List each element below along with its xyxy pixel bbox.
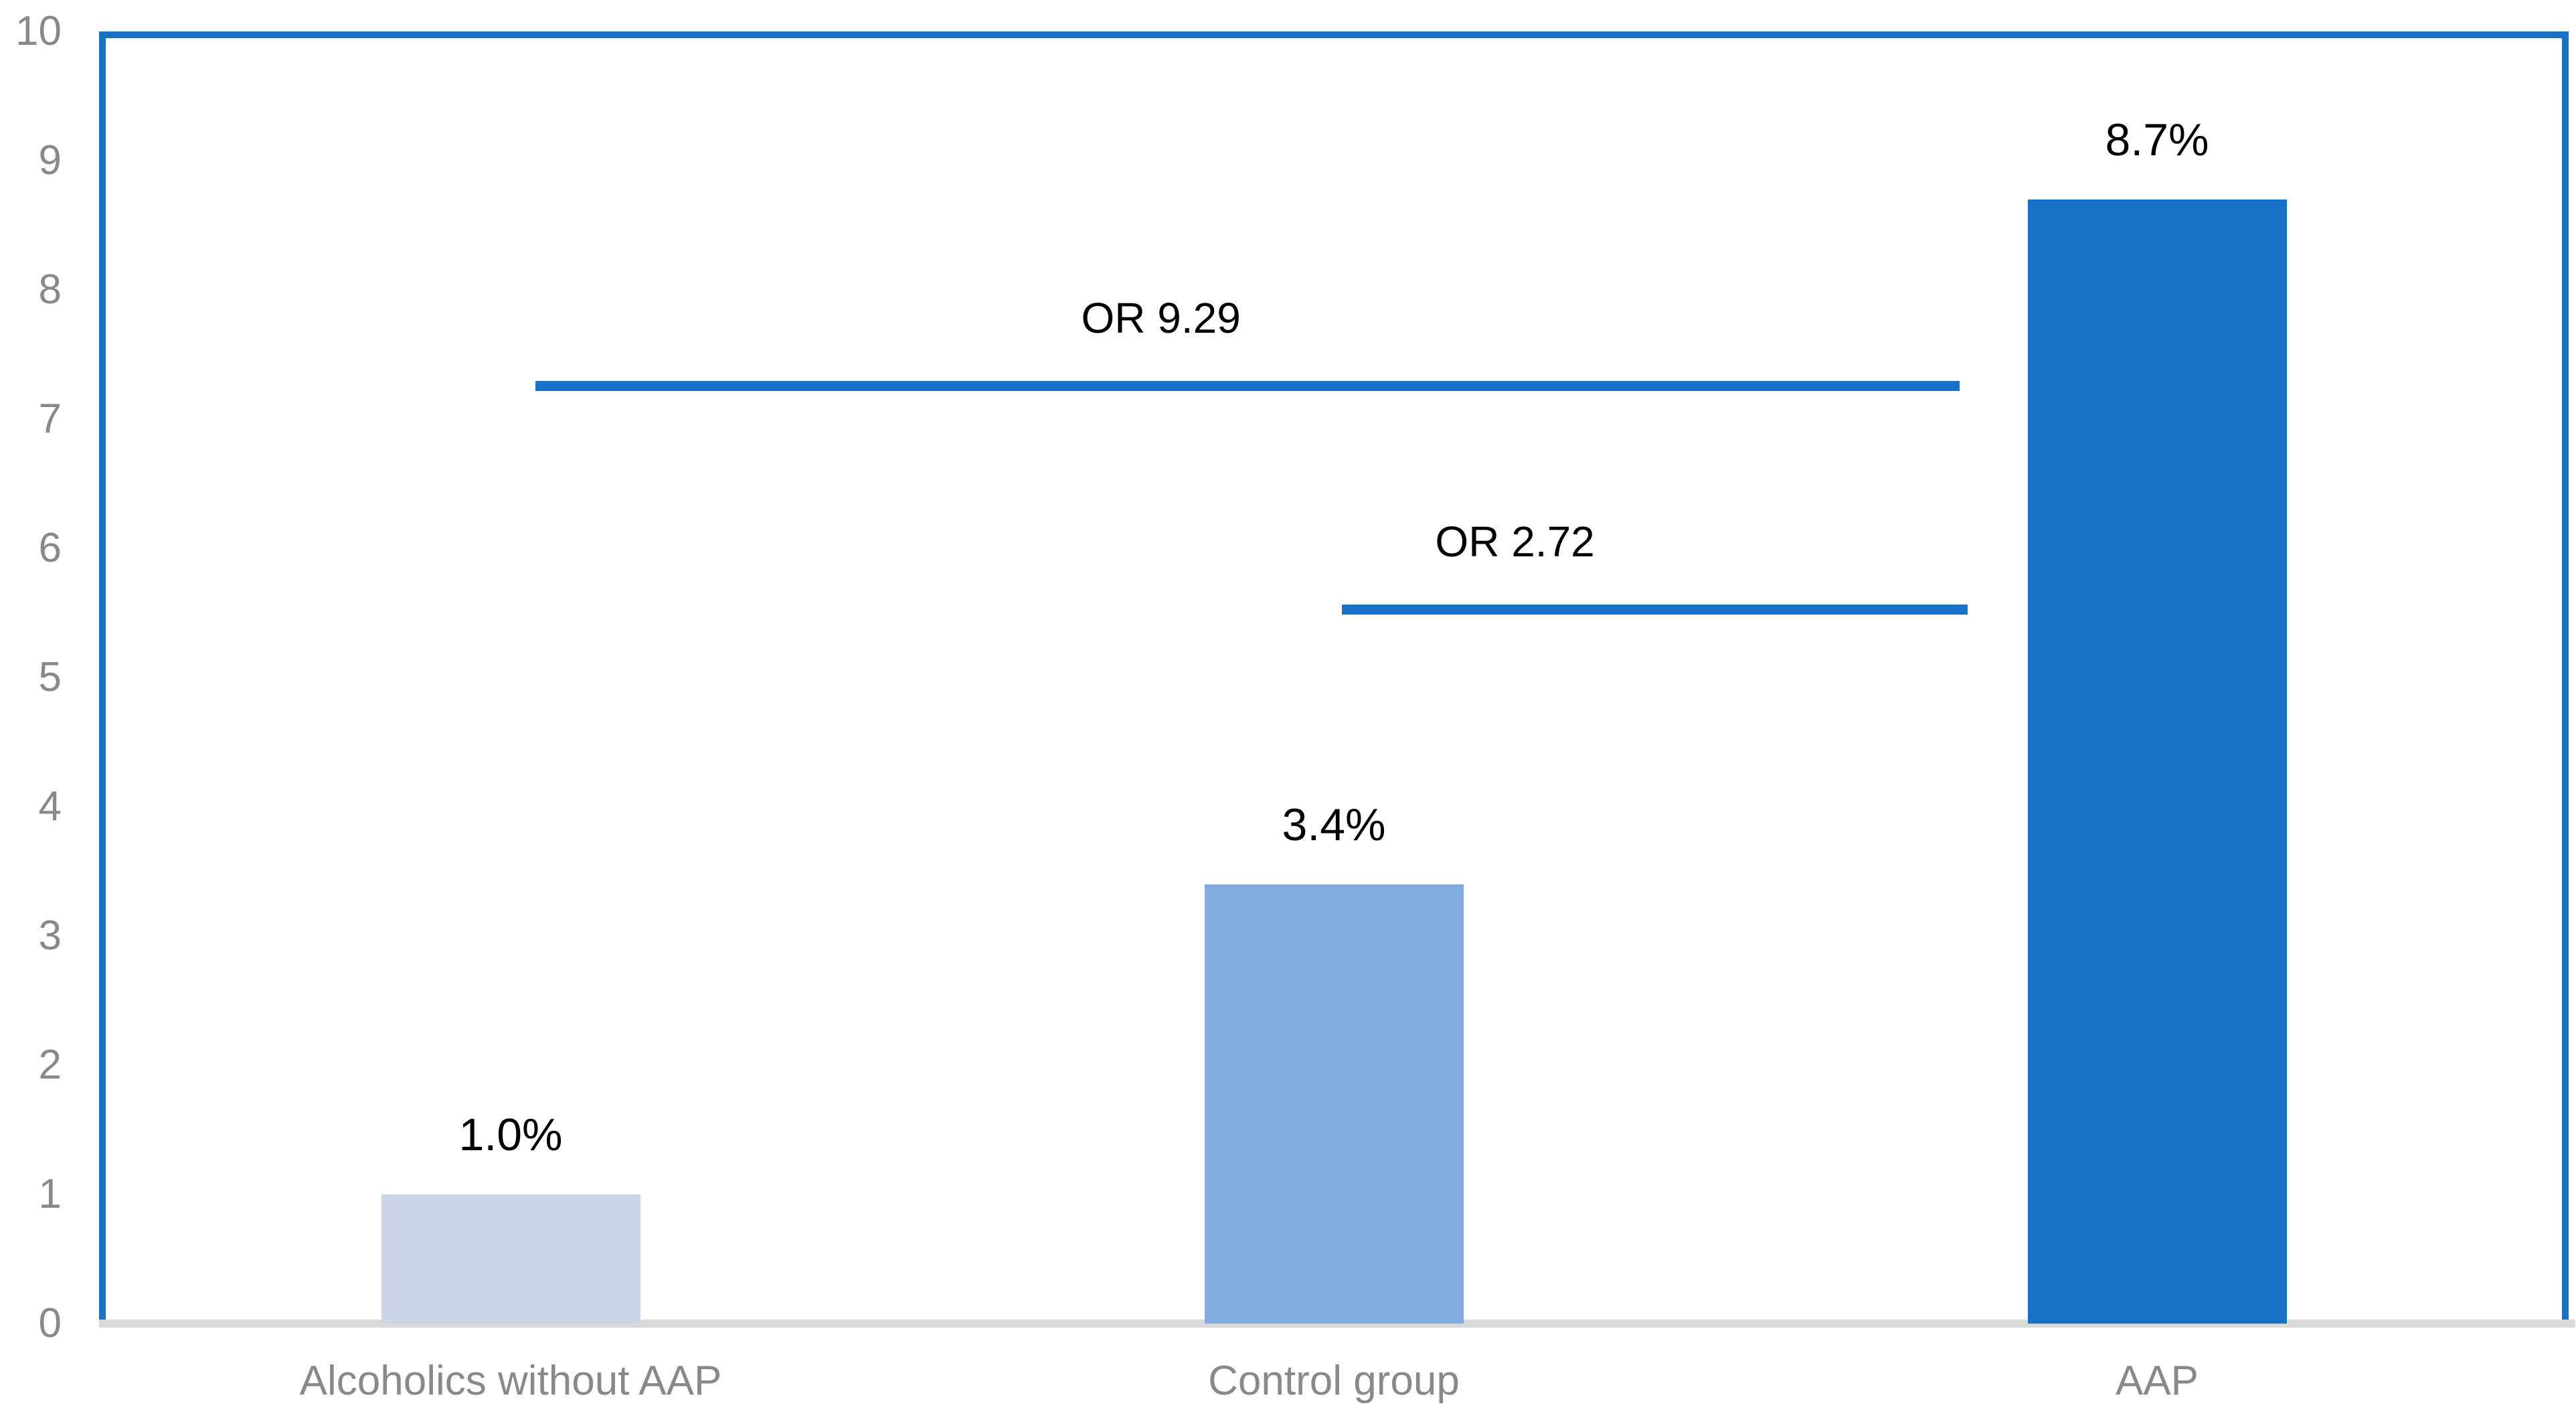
bar-1: [381, 1194, 640, 1324]
bar-value-label: 8.7%: [2105, 114, 2209, 165]
plot-area-border: [99, 31, 2569, 1324]
y-axis-tick-label: 2: [38, 1042, 62, 1088]
x-axis-category-label: AAP: [2115, 1358, 2199, 1404]
y-axis-tick-label: 3: [38, 913, 62, 959]
y-axis-tick-label: 4: [38, 783, 62, 830]
bar-value-label: 1.0%: [458, 1109, 563, 1160]
y-axis-tick-label: 0: [38, 1300, 62, 1346]
x-axis-category-label: Control group: [1208, 1358, 1460, 1404]
y-axis-tick-label: 5: [38, 654, 62, 700]
x-axis-line: [99, 1320, 2575, 1328]
bar-3: [2027, 199, 2287, 1324]
y-axis-tick-label: 1: [38, 1171, 62, 1217]
y-axis-tick-label: 10: [15, 8, 62, 54]
or-annotation-label: OR 9.29: [1081, 293, 1241, 342]
x-axis-category-label: Alcoholics without AAP: [299, 1358, 722, 1404]
bar-value-label: 3.4%: [1282, 799, 1386, 850]
or-annotation-label: OR 2.72: [1435, 517, 1595, 566]
y-axis-tick-label: 7: [38, 396, 62, 442]
or-annotation-line: [1342, 604, 1968, 615]
y-axis-tick-label: 8: [38, 266, 62, 313]
or-annotation-line: [535, 380, 1960, 391]
y-axis-tick-label: 6: [38, 525, 62, 571]
bar-2: [1204, 884, 1464, 1324]
y-axis-tick-label: 9: [38, 137, 62, 183]
